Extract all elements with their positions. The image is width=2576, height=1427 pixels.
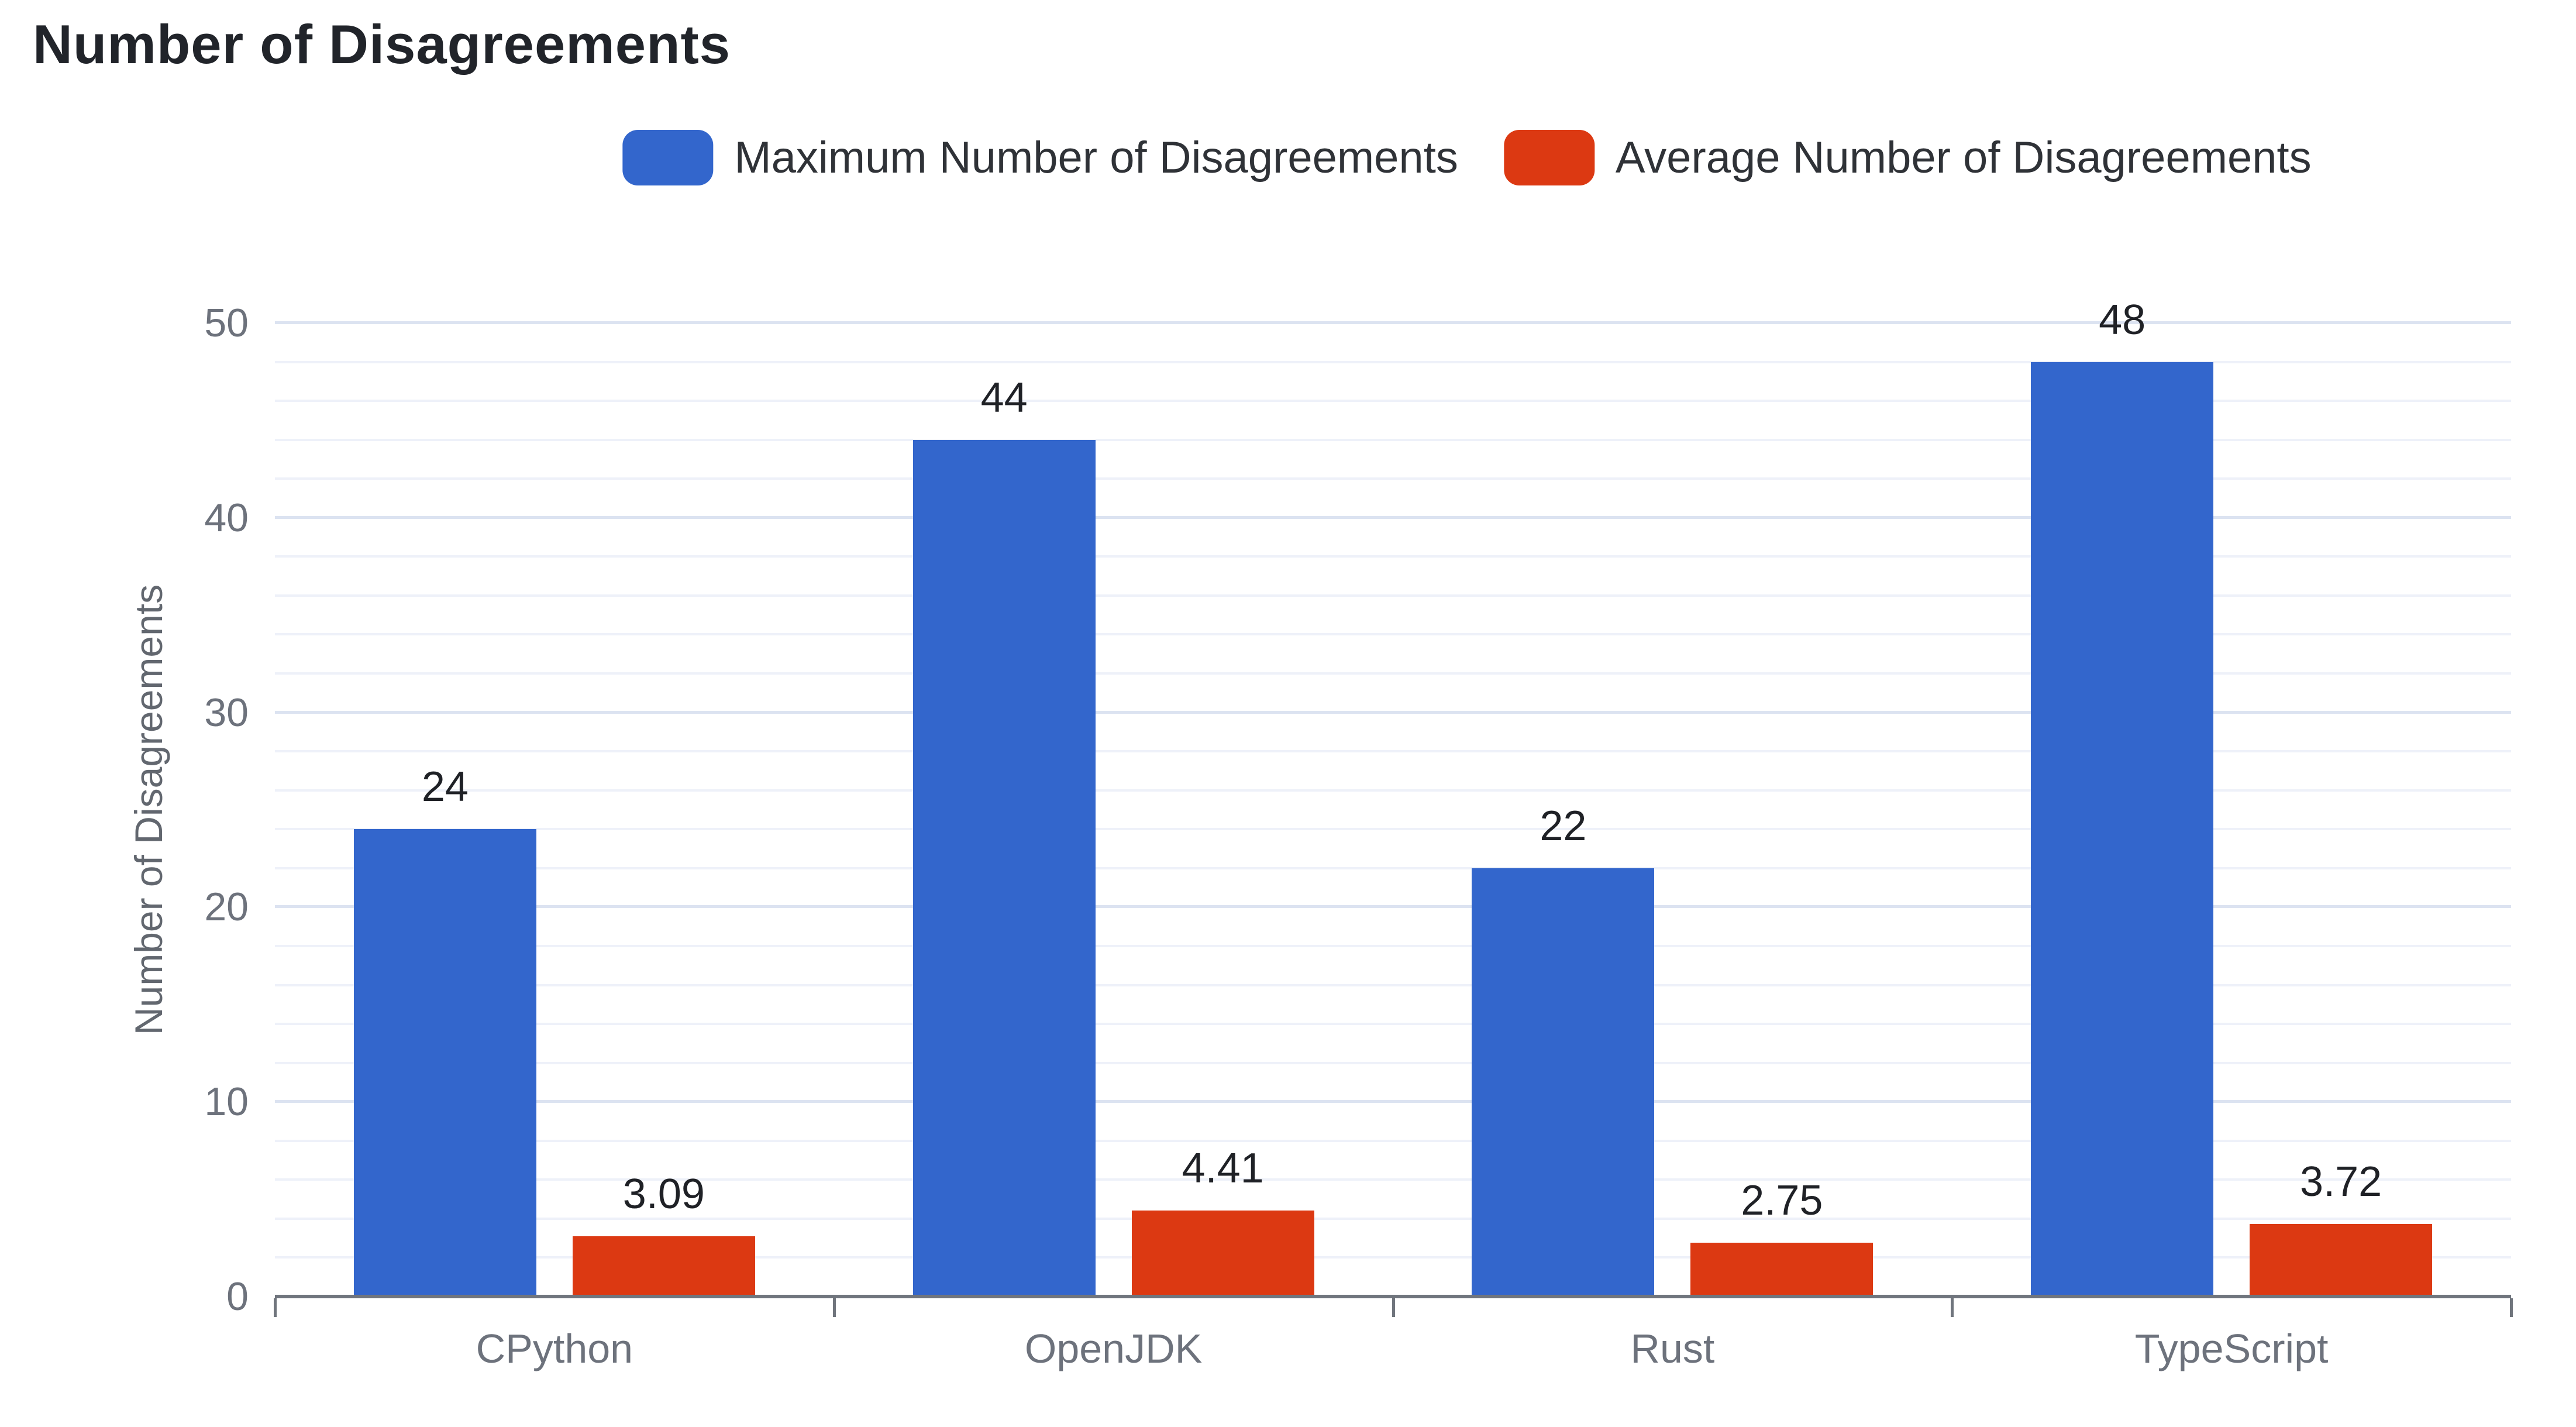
bar-max-rust[interactable] [1472,868,1655,1297]
value-label: 4.41 [1182,1145,1264,1192]
minor-gridline [275,1217,2511,1220]
value-label: 22 [1540,802,1587,850]
minor-gridline [275,1023,2511,1026]
minor-gridline [275,1061,2511,1064]
minor-gridline [275,555,2511,558]
minor-gridline [275,477,2511,480]
minor-gridline [275,1256,2511,1259]
y-axis-title: Number of Disagreements [127,584,170,1036]
x-axis-tick [2510,1298,2513,1317]
minor-gridline [275,984,2511,986]
minor-gridline [275,594,2511,597]
x-axis-tick [274,1298,277,1317]
bar-avg-cpython[interactable] [572,1236,755,1297]
x-axis-tick [1392,1298,1395,1317]
chart-title: Number of Disagreements [33,13,731,75]
minor-gridline [275,360,2511,363]
major-gridline [275,321,2511,324]
value-label: 2.75 [1741,1177,1823,1225]
value-label: 3.72 [2300,1158,2382,1206]
y-tick-label: 40 [204,495,249,540]
bar-max-cpython[interactable] [353,829,536,1297]
minor-gridline [275,866,2511,869]
x-axis-baseline [275,1295,2511,1298]
minor-gridline [275,633,2511,636]
value-label: 24 [421,764,469,811]
minor-gridline [275,400,2511,403]
value-label: 48 [2099,296,2146,343]
minor-gridline [275,750,2511,753]
legend-label: Maximum Number of Disagreements [734,133,1458,183]
bar-max-openjdk[interactable] [912,439,1096,1297]
legend-item-average: Average Number of Disagreements [1503,130,2312,185]
y-tick-label: 0 [226,1274,249,1319]
minor-gridline [275,828,2511,831]
minor-gridline [275,438,2511,441]
x-category-label-cpython: CPython [476,1326,633,1371]
legend-swatch-icon [622,130,714,185]
x-category-label-openjdk: OpenJDK [1024,1326,1203,1371]
legend-label: Average Number of Disagreements [1615,133,2312,183]
legend-swatch-icon [1503,130,1594,185]
x-axis-tick [832,1298,836,1317]
value-label: 44 [980,374,1028,421]
major-gridline [275,710,2511,714]
legend-item-maximum: Maximum Number of Disagreements [622,130,1458,185]
y-tick-label: 50 [204,301,249,345]
y-tick-label: 30 [204,690,249,735]
minor-gridline [275,1139,2511,1142]
minor-gridline [275,789,2511,792]
legend: Maximum Number of Disagreements Average N… [622,130,2312,185]
x-category-label-typescript: TypeScript [2134,1326,2329,1371]
minor-gridline [275,944,2511,947]
major-gridline [275,515,2511,519]
minor-gridline [275,672,2511,675]
y-tick-label: 20 [204,885,249,930]
value-label: 3.09 [622,1171,705,1218]
x-axis-tick [1951,1298,1954,1317]
x-category-label-rust: Rust [1630,1326,1715,1371]
major-gridline [275,905,2511,909]
bar-avg-openjdk[interactable] [1131,1211,1314,1297]
minor-gridline [275,1178,2511,1181]
bar-max-typescript[interactable] [2031,362,2214,1297]
bar-avg-rust[interactable] [1690,1243,1874,1297]
y-tick-label: 10 [204,1079,249,1125]
bar-avg-typescript[interactable] [2250,1224,2433,1297]
major-gridline [275,1100,2511,1103]
